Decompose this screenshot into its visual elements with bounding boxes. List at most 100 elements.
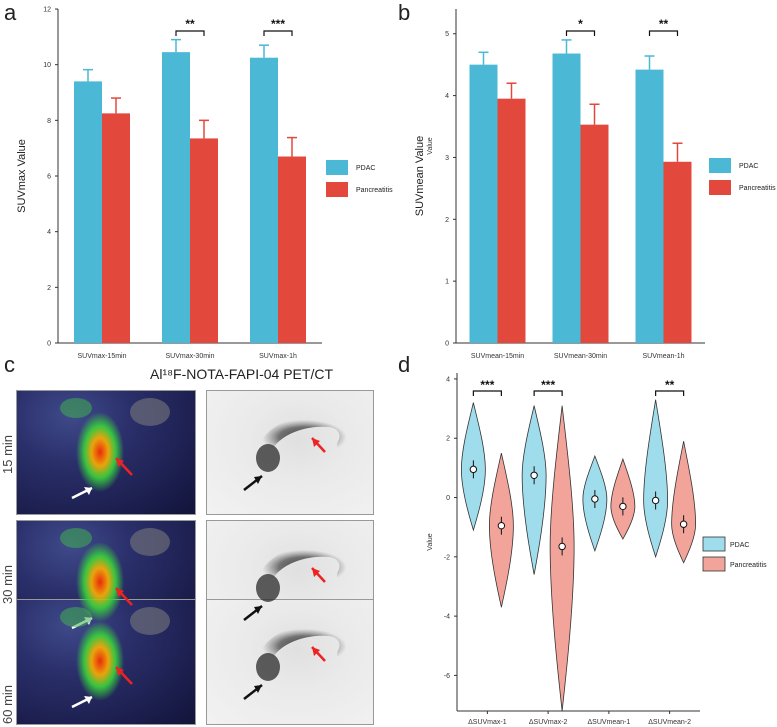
violin-mean-pancreatitis-1	[558, 542, 566, 551]
x-tick-label-d: ΔSUVmax-1	[468, 719, 507, 726]
violin-mean-pancreatitis-3	[679, 520, 688, 528]
significance-label-d-0: ***	[480, 378, 494, 392]
violin-mean-pancreatitis-2	[619, 502, 627, 511]
y-tick-label-b: 0	[445, 341, 449, 348]
bar-pancreatitis-0	[497, 98, 526, 344]
y-tick-label-b: 1	[445, 279, 449, 286]
y-tick-label-d: 2	[446, 436, 450, 443]
uptake-green-0	[60, 398, 92, 418]
x-tick-label-d: ΔSUVmean-2	[648, 719, 691, 726]
red-arrow-gray-head-1	[312, 568, 320, 577]
significance-bracket-b-1	[565, 30, 596, 36]
y-tick-label-a: 4	[47, 229, 51, 236]
legend-swatch-d-1	[702, 556, 726, 572]
bar-pdac-0	[469, 64, 498, 344]
significance-label-d-3: **	[665, 378, 675, 392]
bar-pdac-2	[250, 57, 278, 343]
y-axis-label-d: Value	[427, 533, 434, 550]
violin-mean-pdac-2	[591, 495, 599, 503]
bar-pancreatitis-1	[190, 138, 218, 343]
violin-pancreatitis-1	[549, 405, 575, 712]
y-axis-label-b: SUVmean Value	[414, 136, 426, 217]
x-tick-label-a: SUVmax-30min	[165, 353, 214, 360]
legend-swatch-b-1	[709, 180, 731, 195]
bar-pdac-0	[74, 81, 102, 343]
violin-pdac-1	[521, 405, 547, 575]
legend-swatch-d-0	[702, 536, 726, 552]
bar-pdac-1	[162, 52, 190, 344]
y-tick-label-a: 2	[47, 285, 51, 292]
y-tick-label-b: 5	[445, 31, 449, 38]
y-tick-label-a: 0	[47, 341, 51, 348]
x-tick-label-d: ΔSUVmax-2	[529, 719, 568, 726]
legend-swatch-a-1	[326, 182, 348, 197]
panel-letter-b: b	[398, 0, 411, 25]
significance-bracket-d-1	[533, 390, 563, 396]
violin-mean-pancreatitis-0	[497, 521, 506, 530]
y-tick-label-b: 3	[445, 155, 449, 162]
uptake-hotspot-2	[76, 621, 124, 701]
violin-pancreatitis-3	[671, 441, 697, 564]
uptake-hotspot-0	[76, 412, 124, 492]
white-arrow-head-0	[84, 487, 92, 495]
legend-label-a-1: Pancreatitis	[356, 187, 393, 194]
pet-scan-60min	[206, 599, 374, 725]
pancreas-uptake-0	[255, 412, 354, 462]
organ-shadow-2	[130, 607, 170, 635]
violin-pdac-3	[643, 399, 669, 559]
legend-swatch-b-0	[709, 158, 731, 173]
red-arrow-gray-head-0	[312, 438, 320, 447]
significance-label-a-2: ***	[271, 17, 285, 31]
significance-label-a-1: **	[185, 17, 195, 31]
y-axis-label-overlap-b: Value	[427, 137, 434, 154]
y-tick-label-a: 8	[47, 118, 51, 125]
y-tick-label-b: 4	[445, 93, 449, 100]
uptake-green-2	[60, 607, 92, 627]
black-arrow-head-2	[254, 685, 262, 693]
bar-pdac-2	[635, 69, 664, 344]
x-tick-label-b: SUVmean-30min	[554, 353, 607, 360]
head-uptake-0	[256, 444, 280, 472]
significance-bracket-a-2	[263, 30, 293, 36]
y-tick-label-a: 12	[43, 7, 51, 14]
imaging-title: Al¹⁸F-NOTA-FAPI-04 PET/CT	[150, 366, 333, 382]
y-tick-label-a: 10	[43, 62, 51, 69]
uptake-hotspot-1	[76, 542, 124, 622]
legend-label-b-1: Pancreatitis	[739, 185, 776, 192]
x-tick-label-b: SUVmean-15min	[471, 353, 524, 360]
violin-mean-pdac-0	[469, 465, 478, 474]
bar-pancreatitis-0	[102, 113, 130, 343]
organ-shadow-1	[130, 528, 170, 556]
panel-letter-a: a	[4, 0, 17, 25]
significance-label-d-1: ***	[541, 378, 555, 392]
bar-pancreatitis-1	[580, 124, 609, 343]
head-uptake-2	[256, 653, 280, 681]
panel-letter-c: c	[4, 352, 15, 377]
legend-label-a-0: PDAC	[356, 165, 375, 172]
violin-mean-pdac-1	[530, 471, 538, 479]
significance-bracket-d-0	[472, 390, 502, 396]
significance-label-b-1: *	[578, 17, 583, 31]
y-tick-label-d: 0	[446, 495, 450, 502]
black-arrow-head-0	[254, 476, 262, 484]
legend-label-b-0: PDAC	[739, 163, 758, 170]
violin-mean-pdac-3	[651, 496, 660, 505]
y-tick-label-d: -2	[444, 554, 450, 561]
y-axis-label-a: SUVmax Value	[16, 139, 28, 213]
pancreas-uptake-1	[255, 542, 354, 592]
black-arrow-head-1	[254, 606, 262, 614]
y-tick-label-d: -6	[444, 673, 450, 680]
legend-label-d-1: Pancreatitis	[730, 562, 767, 569]
red-arrow-gray-head-2	[312, 647, 320, 656]
y-tick-label-d: -4	[444, 614, 450, 621]
red-arrow-head-1	[116, 588, 124, 597]
white-arrow-head-2	[84, 696, 92, 704]
x-tick-label-a: SUVmax-15min	[77, 353, 126, 360]
pet-scan-15min	[206, 390, 374, 515]
significance-bracket-b-2	[648, 30, 679, 36]
red-arrow-head-0	[116, 458, 124, 467]
y-tick-label-d: 4	[446, 376, 450, 383]
panel-letter-d: d	[398, 352, 411, 377]
